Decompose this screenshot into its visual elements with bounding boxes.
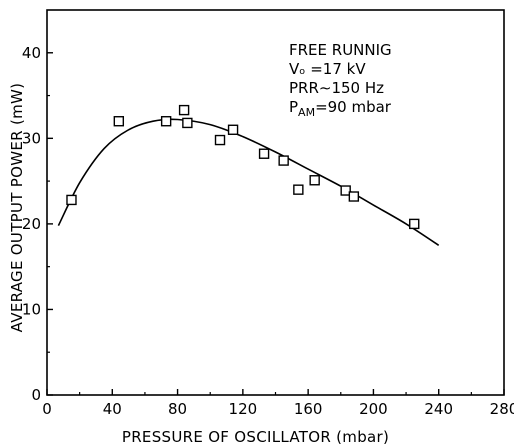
data-point	[409, 218, 420, 230]
x-tick-label: 120	[229, 400, 258, 418]
y-tick-label: 10	[22, 300, 41, 318]
data-point	[278, 155, 289, 166]
data-point	[293, 184, 304, 195]
x-tick-label: 240	[424, 400, 453, 418]
x-tick-label: 280	[490, 400, 514, 418]
y-tick-label: 40	[22, 44, 41, 62]
x-tick-label: 80	[168, 400, 187, 418]
annotation-line: PRR∼150 Hz	[289, 79, 384, 97]
annotation-line: PAM=90 mbar	[289, 98, 392, 119]
data-point	[214, 134, 226, 146]
data-point	[258, 148, 270, 159]
data-markers	[66, 104, 420, 230]
axis-labels: PRESSURE OF OSCILLATOR (mbar) AVERAGE OUT…	[8, 83, 389, 446]
x-tick-label: 40	[103, 400, 122, 418]
y-tick-label: 0	[31, 386, 41, 404]
axes	[46, 9, 505, 396]
y-tick-label: 20	[22, 215, 41, 233]
fit-curve	[57, 118, 440, 246]
x-tick-label: 200	[359, 400, 388, 418]
data-point	[309, 175, 320, 186]
fit-curve-path	[57, 118, 440, 246]
y-axis-title: AVERAGE OUTPUT POWER (mW)	[8, 83, 26, 333]
x-tick-label: 0	[42, 400, 52, 418]
plot-frame	[46, 9, 505, 396]
annotation-line: Vₒ =17 kV	[289, 60, 366, 78]
x-axis-title: PRESSURE OF OSCILLATOR (mbar)	[122, 428, 389, 446]
data-point	[182, 117, 193, 129]
axis-ticks: 0 40 80 120 160 200 240 280 0 10 20 30 40	[22, 44, 514, 418]
data-point	[113, 116, 125, 127]
x-tick-label: 160	[294, 400, 323, 418]
annotation-line: FREE RUNNIG	[289, 41, 392, 59]
data-point	[178, 104, 190, 116]
data-point	[348, 191, 360, 202]
data-point	[160, 116, 172, 127]
data-point	[227, 124, 239, 135]
data-point	[66, 194, 77, 206]
y-tick-label: 30	[22, 129, 41, 147]
data-point	[340, 185, 351, 196]
